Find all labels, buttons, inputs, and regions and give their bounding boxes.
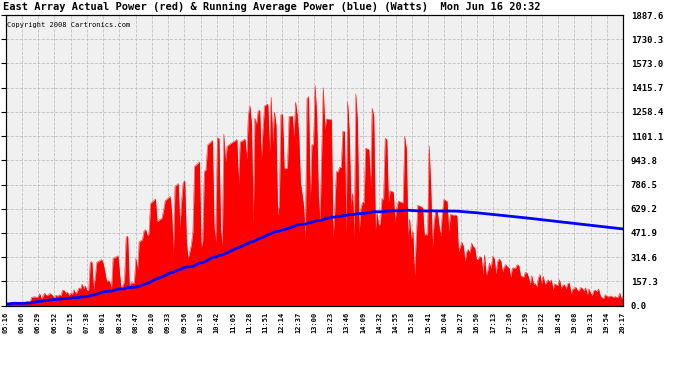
Text: East Array Actual Power (red) & Running Average Power (blue) (Watts)  Mon Jun 16: East Array Actual Power (red) & Running … (3, 2, 541, 12)
Text: Copyright 2008 Cartronics.com: Copyright 2008 Cartronics.com (7, 22, 130, 28)
